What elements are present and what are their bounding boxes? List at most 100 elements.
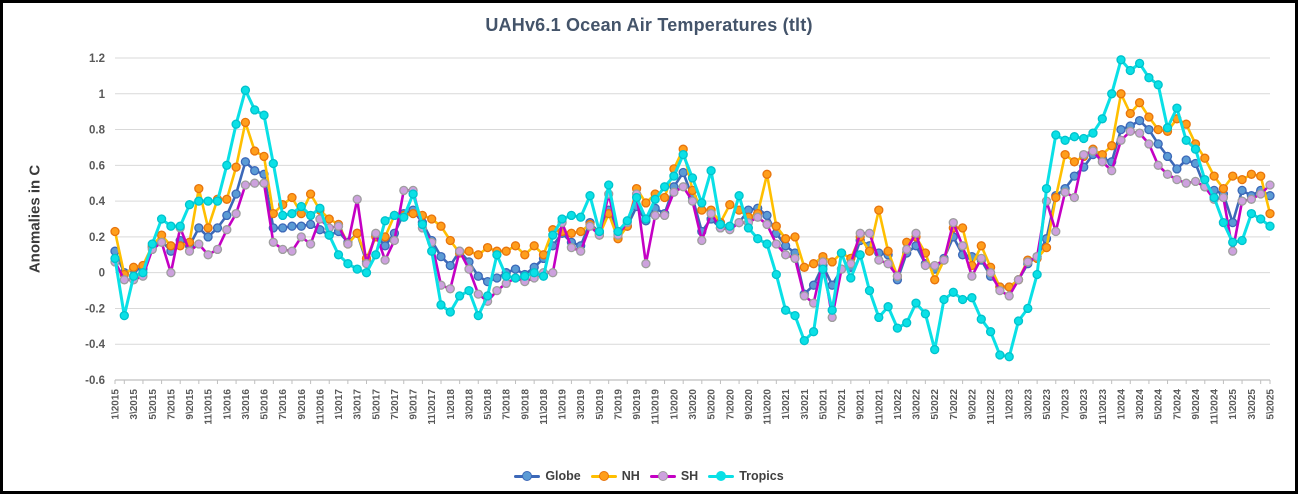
series-tropics-marker <box>1134 58 1145 69</box>
x-tick-label: 11\2020 <box>763 389 774 425</box>
series-tropics-marker <box>408 189 418 199</box>
series-tropics-marker <box>268 158 278 169</box>
series-tropics-marker <box>864 285 875 296</box>
series-tropics-marker <box>250 105 260 115</box>
series-sh-marker <box>194 239 204 249</box>
series-tropics-marker <box>138 268 148 278</box>
x-tick-label: 11\2019 <box>651 389 662 425</box>
series-sh-marker <box>650 210 660 221</box>
series-tropics-marker <box>1097 114 1107 124</box>
x-tick-label: 9\2017 <box>409 389 420 420</box>
legend-label: Tropics <box>739 469 784 483</box>
series-globe-marker <box>473 271 483 281</box>
series-nh-marker <box>203 223 213 233</box>
series-sh-marker <box>492 285 502 296</box>
series-nh-marker <box>576 226 586 237</box>
series-tropics-marker <box>1088 128 1098 138</box>
series-tropics-marker <box>585 191 595 201</box>
series-sh-marker <box>1162 169 1173 179</box>
series-tropics-marker <box>333 250 344 260</box>
series-sh-marker <box>864 228 875 238</box>
series-globe-marker <box>445 260 455 271</box>
series-nh-marker <box>464 246 474 256</box>
series-tropics-marker <box>902 318 912 328</box>
series-nh-marker <box>1246 169 1257 179</box>
series-tropics-marker <box>389 210 400 221</box>
series-tropics-marker <box>874 312 884 323</box>
series-tropics-marker <box>473 310 483 321</box>
series-nh-marker <box>1265 208 1275 219</box>
series-tropics-marker <box>278 210 288 221</box>
series-tropics-marker <box>1200 174 1210 185</box>
legend-item-tropics: Tropics <box>708 469 784 483</box>
series-globe-marker <box>436 251 446 262</box>
series-tropics-marker <box>687 173 698 183</box>
series-tropics-marker <box>259 110 269 120</box>
x-tick-label: 9\2020 <box>744 389 755 420</box>
series-tropics-line <box>113 58 1272 359</box>
x-tick-label: 9\2023 <box>1079 389 1090 420</box>
x-tick-label: 7\2019 <box>613 389 624 420</box>
x-tick-label: 5\2020 <box>707 389 718 420</box>
series-tropics-marker <box>622 216 632 226</box>
y-tick-label: 0 <box>99 268 105 280</box>
x-tick-label: 9\2021 <box>856 389 867 420</box>
x-tick-label: 9\2018 <box>520 389 531 420</box>
y-tick-label: -0.4 <box>85 339 105 351</box>
x-tick-label: 5\2023 <box>1042 389 1053 420</box>
sh-line-marker-icon <box>649 471 676 481</box>
series-tropics-marker <box>1237 235 1247 246</box>
series-tropics-marker <box>995 350 1005 360</box>
series-tropics-marker <box>594 226 605 237</box>
series-tropics-marker <box>212 196 223 206</box>
series-nh-marker <box>1153 124 1163 135</box>
series-tropics-marker <box>836 248 847 258</box>
series-tropics-marker <box>650 194 660 204</box>
y-tick-label: 0.8 <box>89 125 106 137</box>
series-tropics-marker <box>613 226 623 237</box>
series-sh-marker <box>548 268 558 278</box>
series-sh-marker <box>790 253 800 264</box>
series-sh-marker <box>967 271 977 281</box>
series-sh-marker <box>753 212 763 222</box>
series-tropics <box>110 55 1275 362</box>
series-tropics-marker <box>1116 55 1126 65</box>
x-tick-label: 3\2018 <box>464 389 475 420</box>
series-sh-marker <box>305 239 316 249</box>
series-sh-marker <box>1116 135 1126 145</box>
gridlines <box>115 57 1270 381</box>
series-tropics-marker <box>725 221 735 231</box>
y-axis-tick-labels: 1.2 1 0.8 0.6 0.4 0.2 0 -0.2 -0.4 -0.6 <box>85 53 105 387</box>
series-nh-marker <box>473 250 483 260</box>
series-sh-marker <box>697 235 707 246</box>
series-tropics-marker <box>1153 80 1163 90</box>
series-sh-marker <box>371 228 381 238</box>
series-nh-marker <box>976 241 986 251</box>
globe-line-marker-icon <box>514 471 541 481</box>
y-tick-label: -0.6 <box>85 375 105 387</box>
series-globe-marker <box>678 167 688 178</box>
legend-item-globe: Globe <box>514 469 581 483</box>
series-nh-marker <box>1051 192 1061 203</box>
series-globe-marker <box>1144 124 1154 135</box>
series-tropics-marker <box>371 250 381 260</box>
series-sh-marker <box>920 260 931 271</box>
series-nh-marker <box>1228 171 1238 181</box>
series-sh-marker <box>212 244 223 255</box>
series-tropics-marker <box>1032 269 1042 280</box>
legend: Globe NH SH Tropics <box>3 469 1295 483</box>
legend-item-nh: NH <box>590 469 640 483</box>
series-sh-marker <box>892 271 903 281</box>
series-tropics-marker <box>1246 208 1257 219</box>
series-sh-marker <box>1051 226 1061 237</box>
series-tropics-marker <box>510 273 521 283</box>
x-tick-label: 3\2021 <box>800 389 811 420</box>
x-tick-label: 5\2024 <box>1154 389 1165 420</box>
series-tropics-marker <box>706 166 716 176</box>
x-tick-label: 3\2023 <box>1023 389 1034 420</box>
series-globe-marker <box>1134 115 1145 126</box>
series-tropics-marker <box>1125 65 1135 76</box>
x-tick-label: 9\2015 <box>185 389 196 420</box>
series-nh-marker <box>1134 98 1145 108</box>
x-tick-label: 3\2017 <box>353 389 364 420</box>
